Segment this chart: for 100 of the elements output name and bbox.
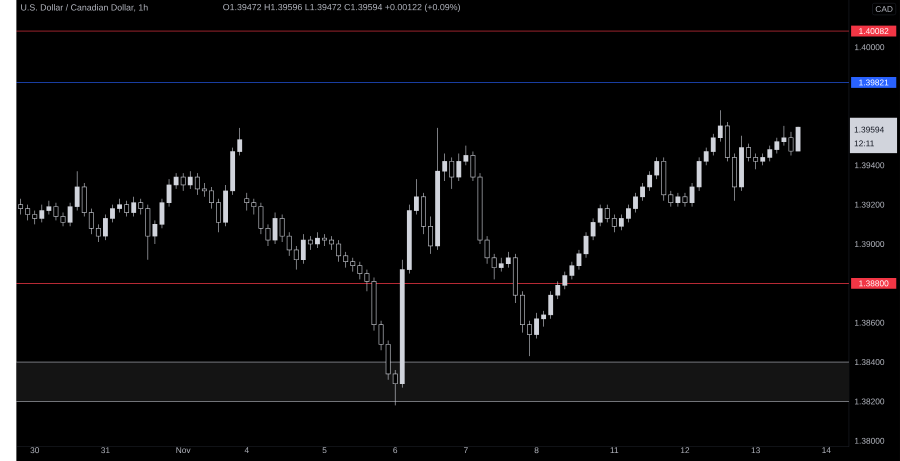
chart-subtitle: O1.39472 H1.39596 L1.39472 C1.39594 +0.00122 (+0.09%) bbox=[223, 4, 460, 12]
candlestick bbox=[88, 208, 94, 234]
candlestick bbox=[216, 198, 221, 232]
text: 1.39594 bbox=[854, 126, 884, 132]
x-tick-label: 4 bbox=[244, 447, 249, 453]
candlestick bbox=[244, 192, 250, 211]
x-tick-label: 13 bbox=[752, 447, 760, 453]
candlestick bbox=[166, 178, 172, 207]
candlestick bbox=[180, 172, 186, 191]
candlestick bbox=[788, 131, 794, 156]
candlestick bbox=[633, 192, 638, 213]
x-tick-label: 12 bbox=[680, 447, 690, 453]
candlestick bbox=[463, 145, 468, 166]
candlestick bbox=[294, 245, 299, 270]
candlestick bbox=[760, 152, 766, 166]
candlestick bbox=[569, 261, 574, 280]
candlestick bbox=[746, 143, 751, 162]
y-tick-label: 1.39400 bbox=[855, 162, 884, 168]
candlestick bbox=[456, 152, 462, 182]
candlestick bbox=[774, 137, 780, 154]
candlestick bbox=[718, 110, 723, 142]
candlestick bbox=[442, 152, 448, 182]
candlestick bbox=[174, 172, 179, 189]
candlestick bbox=[188, 170, 193, 189]
candlestick bbox=[39, 204, 44, 222]
x-tick-label: 14 bbox=[822, 447, 831, 453]
candlestick bbox=[470, 151, 476, 182]
candlestick bbox=[534, 312, 539, 339]
candlestick bbox=[68, 202, 73, 226]
candlestick bbox=[272, 212, 278, 244]
candlestick bbox=[350, 257, 356, 272]
candlestick bbox=[251, 198, 256, 215]
candlestick bbox=[555, 280, 560, 300]
candlestick bbox=[315, 232, 320, 248]
candlestick bbox=[300, 234, 306, 264]
candlestick bbox=[626, 204, 631, 222]
candlestick bbox=[329, 236, 334, 250]
candlestick bbox=[704, 147, 709, 166]
candlestick bbox=[364, 269, 370, 292]
candlestick bbox=[647, 170, 652, 191]
candlestick bbox=[576, 249, 582, 270]
candlestick bbox=[117, 198, 122, 213]
candlestick bbox=[484, 236, 490, 264]
x-tick-label: 30 bbox=[30, 447, 40, 453]
candlestick bbox=[782, 125, 786, 146]
x-tick-label: 8 bbox=[534, 447, 539, 453]
candlestick bbox=[492, 253, 497, 280]
ref-line-label: 1.40082 bbox=[859, 28, 888, 34]
x-tick-label: Nov bbox=[176, 447, 191, 453]
candlestick bbox=[131, 196, 136, 217]
candlestick bbox=[46, 200, 52, 215]
candlestick bbox=[548, 290, 554, 319]
candlestick bbox=[258, 202, 264, 234]
candlestick bbox=[209, 186, 214, 209]
ref-line-label: 1.38800 bbox=[859, 280, 888, 286]
candlestick bbox=[322, 234, 327, 246]
candlestick bbox=[449, 156, 454, 189]
candlestick bbox=[690, 182, 694, 207]
y-tick-label: 1.38200 bbox=[855, 398, 884, 404]
x-tick-label: 11 bbox=[610, 447, 618, 453]
candlestick bbox=[562, 271, 568, 290]
x-tick-label: 7 bbox=[464, 447, 468, 453]
candlestick bbox=[498, 257, 504, 272]
candlestick bbox=[378, 320, 384, 350]
candlestick bbox=[675, 192, 680, 207]
candlestick bbox=[110, 204, 115, 222]
candlestick bbox=[25, 204, 30, 220]
y-tick-label: 1.39000 bbox=[855, 240, 884, 247]
y-tick-label: 1.38600 bbox=[855, 320, 884, 326]
candlestick bbox=[668, 190, 674, 207]
candlestick bbox=[710, 133, 716, 156]
candlestick bbox=[266, 224, 270, 246]
candlestick bbox=[343, 251, 348, 268]
candlestick bbox=[612, 214, 617, 232]
x-tick-label: 6 bbox=[393, 447, 398, 453]
candlestick bbox=[152, 220, 158, 244]
x-tick-label: 5 bbox=[322, 447, 326, 453]
candlestick bbox=[682, 192, 688, 207]
candlestick bbox=[590, 218, 596, 240]
candlestick bbox=[237, 127, 242, 156]
candlestick bbox=[753, 152, 758, 170]
y-tick-label: 1.38400 bbox=[855, 358, 884, 365]
text: 12:11 bbox=[854, 140, 874, 146]
candlestick bbox=[103, 214, 108, 240]
candlestick bbox=[392, 369, 398, 406]
candlestick bbox=[286, 232, 292, 256]
candlestick bbox=[428, 216, 433, 254]
ref-line-label: 1.39821 bbox=[859, 79, 888, 86]
candlestick bbox=[138, 198, 144, 215]
candlestick bbox=[357, 261, 362, 280]
candlestick bbox=[598, 204, 603, 226]
x-tick-label: 31 bbox=[101, 447, 110, 453]
candlestick bbox=[280, 214, 285, 242]
candlestick bbox=[96, 224, 101, 242]
candlestick bbox=[506, 251, 511, 268]
candlestick bbox=[654, 156, 660, 180]
candlestick bbox=[527, 320, 532, 356]
candlestick bbox=[160, 198, 164, 228]
candlestick bbox=[584, 232, 588, 258]
candlestick bbox=[414, 178, 419, 215]
